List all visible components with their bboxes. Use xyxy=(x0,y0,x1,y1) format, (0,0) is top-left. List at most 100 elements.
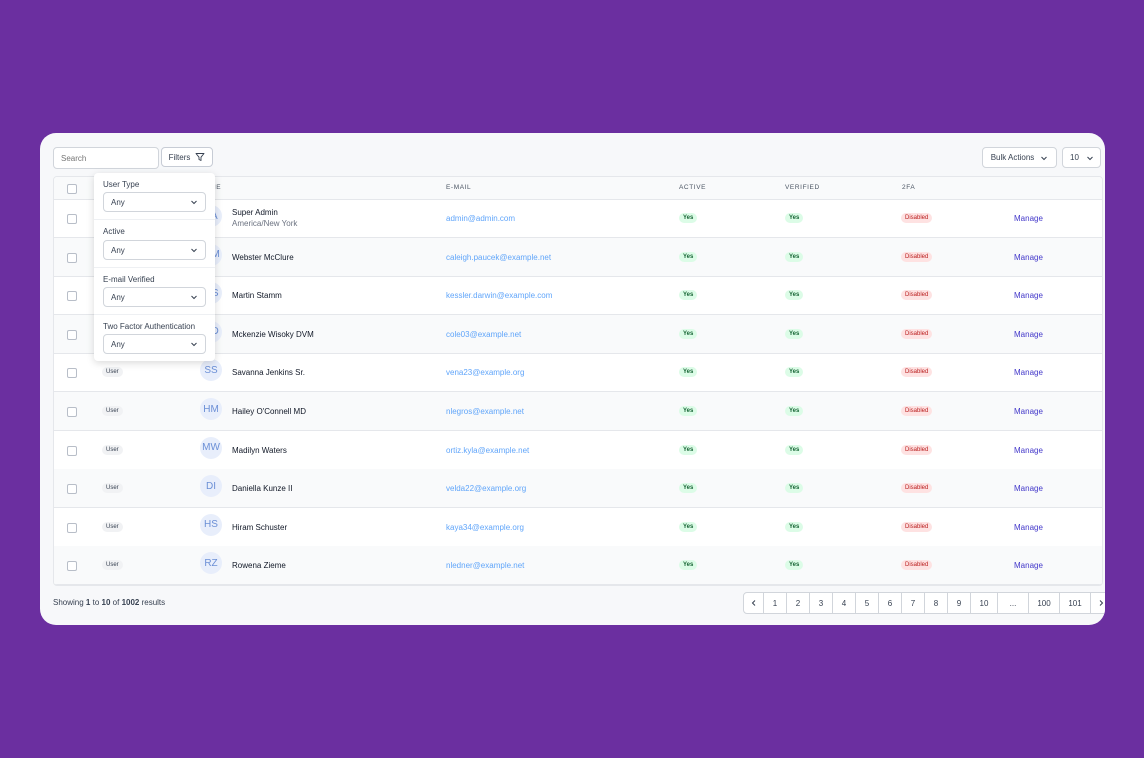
filters-dropdown: User Type Any Active Any E-mail Verified… xyxy=(94,173,215,361)
verified-badge: Yes xyxy=(785,406,804,416)
manage-link[interactable]: Manage xyxy=(1014,291,1043,301)
manage-link[interactable]: Manage xyxy=(1014,252,1043,262)
user-email-link[interactable]: kessler.darwin@example.com xyxy=(446,291,553,301)
page-button[interactable]: 4 xyxy=(833,593,856,613)
avatar: SS xyxy=(200,359,222,382)
filter-active-label: Active xyxy=(103,227,125,236)
to-word: to xyxy=(92,598,100,607)
chevron-down-icon xyxy=(190,246,198,254)
user-email-link[interactable]: nledner@example.net xyxy=(446,561,525,571)
role-badge: User xyxy=(102,444,123,455)
role-badge: User xyxy=(102,483,123,494)
user-timezone: America/New York xyxy=(232,219,298,228)
header-verified[interactable]: VERIFIED xyxy=(785,184,820,191)
user-name: Madilyn Waters xyxy=(232,445,287,455)
range-from: 1 xyxy=(85,598,91,607)
verified-badge: Yes xyxy=(785,560,804,571)
select-all-checkbox[interactable] xyxy=(67,184,77,194)
row-checkbox[interactable] xyxy=(67,291,77,302)
user-email-link[interactable]: kaya34@example.org xyxy=(446,522,524,532)
page-button[interactable]: 2 xyxy=(787,593,810,613)
active-badge: Yes xyxy=(679,367,698,378)
twofa-badge: Disabled xyxy=(901,290,933,301)
row-checkbox[interactable] xyxy=(67,214,77,224)
header-active[interactable]: ACTIVE xyxy=(679,184,707,191)
page-button[interactable]: 10 xyxy=(971,593,998,613)
header-2fa[interactable]: 2FA xyxy=(902,184,916,191)
page-button[interactable]: 8 xyxy=(925,593,948,613)
user-name: Rowena Zieme xyxy=(232,561,286,571)
of-word: of xyxy=(112,598,120,607)
page-button[interactable]: 3 xyxy=(810,593,833,613)
per-page-select[interactable]: 10 xyxy=(1062,147,1101,168)
user-email-link[interactable]: nlegros@example.net xyxy=(446,407,524,416)
prev-page-button[interactable] xyxy=(744,593,764,613)
page-button[interactable]: 1 xyxy=(764,593,787,613)
page-button[interactable]: 100 xyxy=(1029,593,1060,613)
manage-link[interactable]: Manage xyxy=(1014,407,1043,416)
filter-two-factor-value: Any xyxy=(111,339,125,349)
filter-email-verified-label: E-mail Verified xyxy=(103,275,155,284)
table-row: User MW Madilyn Waters ortiz.kyla@example.n… xyxy=(54,431,1102,470)
bulk-actions-button[interactable]: Bulk Actions xyxy=(982,147,1057,168)
active-badge: Yes xyxy=(679,521,698,532)
chevron-down-icon xyxy=(190,340,198,348)
user-name: Daniella Kunze II xyxy=(232,484,293,494)
filter-user-type-value: Any xyxy=(111,197,125,207)
row-checkbox[interactable] xyxy=(67,445,77,456)
twofa-badge: Disabled xyxy=(901,367,933,378)
user-email-link[interactable]: vena23@example.org xyxy=(446,368,525,378)
manage-link[interactable]: Manage xyxy=(1014,214,1043,223)
search-input[interactable] xyxy=(53,147,159,169)
manage-link[interactable]: Manage xyxy=(1014,522,1043,532)
chevron-left-icon xyxy=(750,599,758,607)
verified-badge: Yes xyxy=(785,444,804,455)
user-email-link[interactable]: caleigh.paucek@example.net xyxy=(446,252,552,262)
user-name: Martin Stamm xyxy=(232,291,282,301)
filters-label: Filters xyxy=(168,152,191,162)
page-button[interactable]: 6 xyxy=(879,593,902,613)
row-checkbox[interactable] xyxy=(67,561,77,572)
row-checkbox[interactable] xyxy=(67,407,77,417)
page-button[interactable]: 9 xyxy=(948,593,971,613)
avatar: RZ xyxy=(200,552,222,575)
next-page-button[interactable] xyxy=(1091,593,1105,613)
page-button[interactable]: 7 xyxy=(902,593,925,613)
filter-active-select[interactable]: Any xyxy=(103,240,206,260)
page-button[interactable]: 101 xyxy=(1060,593,1091,613)
row-checkbox[interactable] xyxy=(67,252,77,263)
user-email-link[interactable]: velda22@example.org xyxy=(446,484,527,494)
user-email-link[interactable]: cole03@example.net xyxy=(446,329,522,339)
manage-link[interactable]: Manage xyxy=(1014,561,1043,571)
table-row: UserWMWebster McClurecaleigh.paucek@exam… xyxy=(54,237,1102,277)
chevron-down-icon xyxy=(190,198,198,206)
showing-prefix: Showing xyxy=(53,598,84,607)
twofa-badge: Disabled xyxy=(901,483,933,494)
active-badge: Yes xyxy=(679,560,698,571)
row-checkbox[interactable] xyxy=(67,484,77,495)
filter-user-type-label: User Type xyxy=(103,180,140,189)
funnel-icon xyxy=(195,152,205,162)
active-badge: Yes xyxy=(679,251,698,262)
active-badge: Yes xyxy=(679,328,698,339)
pagination: 1 2 3 4 5 6 7 8 9 10... 100 101 xyxy=(743,592,1105,614)
filter-user-type-select[interactable]: Any xyxy=(103,192,206,212)
page-button[interactable]: 5 xyxy=(856,593,879,613)
filter-two-factor-select[interactable]: Any xyxy=(103,334,206,354)
manage-link[interactable]: Manage xyxy=(1014,484,1043,494)
manage-link[interactable]: Manage xyxy=(1014,368,1043,378)
user-email-link[interactable]: ortiz.kyla@example.net xyxy=(446,445,530,455)
manage-link[interactable]: Manage xyxy=(1014,445,1043,455)
user-email-link[interactable]: admin@admin.com xyxy=(446,214,516,223)
manage-link[interactable]: Manage xyxy=(1014,329,1043,339)
divider xyxy=(94,219,215,220)
filter-email-verified-select[interactable]: Any xyxy=(103,287,206,307)
header-email[interactable]: E-MAIL xyxy=(446,184,472,191)
row-checkbox[interactable] xyxy=(67,329,77,340)
row-checkbox[interactable] xyxy=(67,368,77,379)
filters-button[interactable]: Filters xyxy=(161,147,213,167)
row-checkbox[interactable] xyxy=(67,522,77,533)
verified-badge: Yes xyxy=(785,521,804,532)
twofa-badge: Disabled xyxy=(901,328,933,339)
verified-badge: Yes xyxy=(785,251,804,262)
